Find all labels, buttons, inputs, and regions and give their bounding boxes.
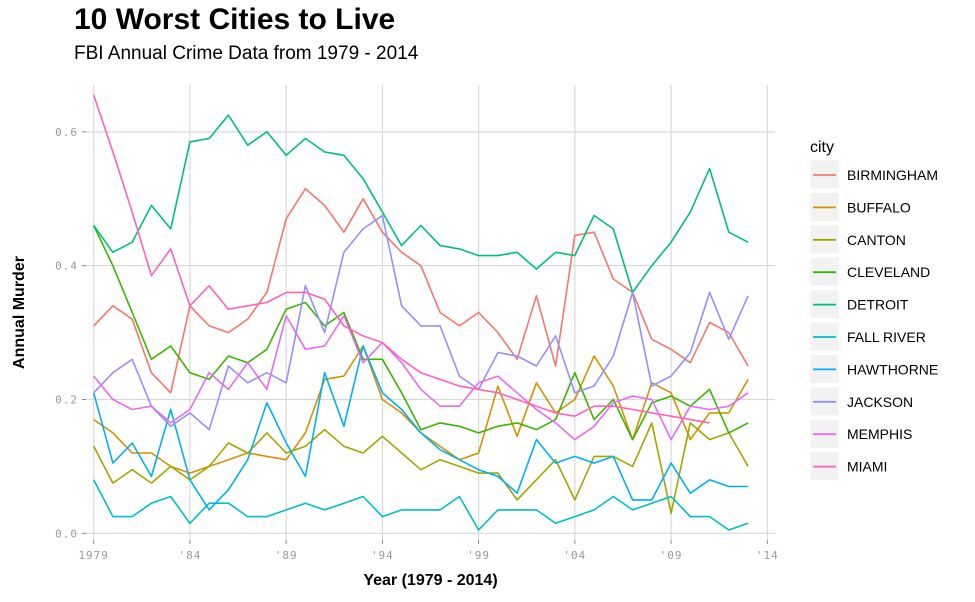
series-line-jackson (93, 214, 749, 431)
legend-label-cleveland: CLEVELAND (847, 264, 930, 280)
series-line-memphis (93, 314, 749, 441)
series-layer (92, 94, 749, 531)
legend-label-birmingham: BIRMINGHAM (847, 167, 938, 183)
legend-label-hawthorne: HAWTHORNE (847, 361, 938, 377)
x-tick-label: '04 (563, 549, 586, 562)
series-line-hawthorne (92, 345, 749, 511)
x-tick-label: '84 (178, 549, 201, 562)
legend-label-buffalo: BUFFALO (847, 199, 911, 215)
legend-title: city (810, 139, 834, 156)
legend-label-fall-river: FALL RIVER (847, 329, 926, 345)
series-line-cleveland (92, 225, 749, 441)
chart-title: 10 Worst Cities to Live (74, 3, 396, 36)
x-tick-label: '99 (467, 549, 490, 562)
series-line-miami (92, 94, 710, 424)
series-line-detroit (93, 114, 749, 294)
legend-label-detroit: DETROIT (847, 297, 909, 313)
x-tick-label: '89 (275, 549, 298, 562)
y-tick-label: 0.0 (55, 527, 78, 540)
x-tick-label: 1979 (78, 549, 109, 562)
series-line-fall-river (92, 479, 749, 531)
y-tick-label: 0.6 (55, 126, 78, 139)
axis-ticks: 0.0 0.2 0.4 0.6 1979 '84 '89 '94 '99 '04 '09 '14 (55, 126, 779, 562)
legend-label-canton: CANTON (847, 232, 906, 248)
x-tick-label: '14 (756, 549, 779, 562)
x-tick-label: '09 (660, 549, 683, 562)
y-axis-title: Annual Murder (11, 256, 28, 369)
x-axis-title: Year (1979 - 2014) (363, 572, 497, 589)
series-line-birmingham (93, 187, 749, 394)
legend: city BIRMINGHAM BUFFALO CANTON CLEVELAND DET… (809, 139, 938, 482)
x-tick-label: '94 (371, 549, 394, 562)
y-tick-label: 0.4 (55, 260, 78, 273)
chart-subtitle: FBI Annual Crime Data from 1979 - 2014 (74, 43, 419, 64)
legend-label-miami: MIAMI (847, 459, 887, 475)
grid-lines (86, 85, 775, 540)
y-tick-label: 0.2 (55, 393, 78, 406)
legend-label-jackson: JACKSON (847, 394, 913, 410)
series-line-canton (92, 422, 749, 515)
legend-label-memphis: MEMPHIS (847, 426, 912, 442)
